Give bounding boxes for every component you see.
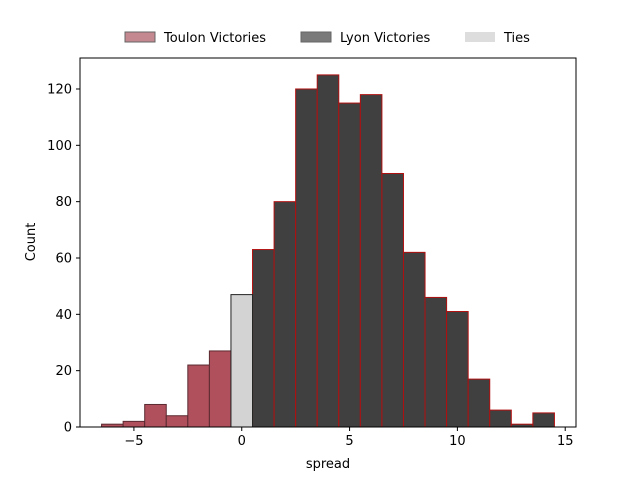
y-axis-label: Count	[24, 223, 39, 262]
y-axis-ticks: 0 20 40 60 80 100 120	[47, 82, 80, 436]
bar-ties	[230, 294, 254, 428]
y-tick-label: 80	[55, 195, 72, 210]
bar-lyon-victories	[273, 201, 297, 428]
legend-label: Lyon Victories	[340, 31, 430, 46]
x-tick-label: −5	[124, 434, 143, 449]
x-tick-label: 5	[345, 434, 353, 449]
y-tick-label: 20	[55, 364, 72, 379]
bar-lyon-victories	[402, 251, 426, 428]
bar-lyon-victories	[532, 412, 555, 428]
bar-lyon-victories	[338, 102, 361, 428]
y-tick-label: 0	[64, 421, 72, 436]
bar-toulon-victories	[208, 350, 232, 428]
bar-lyon-victories	[489, 409, 512, 428]
legend-label: Ties	[503, 31, 530, 46]
y-tick-label: 60	[55, 251, 72, 266]
x-axis-ticks: −5 0 5 10 15	[124, 427, 573, 449]
bar-toulon-victories	[122, 420, 146, 428]
plot-frame	[79, 57, 577, 428]
x-tick-label: 15	[557, 434, 574, 449]
y-tick-label: 100	[47, 139, 72, 154]
bar-lyon-victories	[467, 378, 491, 428]
legend: Toulon Victories Lyon Victories Ties	[124, 31, 530, 46]
bar-lyon-victories	[424, 296, 448, 428]
legend-swatch	[465, 32, 495, 42]
bar-toulon-victories	[144, 403, 167, 428]
bar-toulon-victories	[187, 364, 210, 428]
bar-lyon-victories	[316, 74, 340, 428]
bar-lyon-victories	[446, 311, 469, 428]
bar-lyon-victories	[295, 88, 318, 428]
bar-lyon-victories	[252, 249, 275, 428]
y-tick-label: 40	[55, 308, 72, 323]
x-tick-label: 10	[449, 434, 466, 449]
bar-lyon-victories	[359, 94, 383, 428]
x-axis-label: spread	[306, 457, 350, 472]
legend-swatch	[124, 31, 156, 43]
x-tick-label: 0	[238, 434, 246, 449]
bar-lyon-victories	[381, 172, 404, 428]
bar-toulon-victories	[165, 415, 189, 428]
legend-swatch	[300, 31, 332, 43]
legend-label: Toulon Victories	[163, 31, 266, 46]
y-tick-label: 120	[47, 82, 72, 97]
